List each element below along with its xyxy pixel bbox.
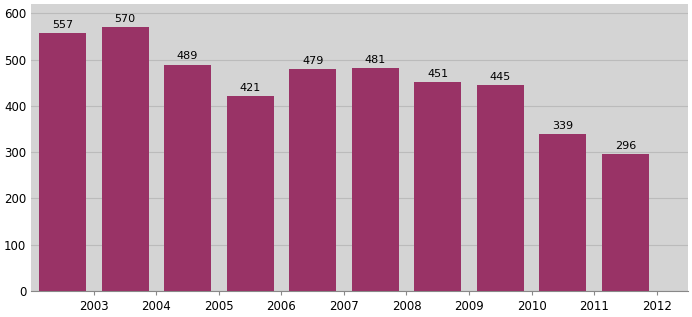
Text: 557: 557 — [52, 20, 73, 30]
Bar — [602, 154, 649, 291]
Bar — [415, 82, 461, 291]
Text: 445: 445 — [490, 72, 511, 82]
Text: 296: 296 — [614, 141, 636, 151]
Text: 451: 451 — [427, 69, 448, 79]
Bar — [227, 96, 273, 291]
Bar — [352, 68, 399, 291]
Bar — [289, 69, 336, 291]
Text: 570: 570 — [114, 14, 136, 24]
Bar — [39, 33, 86, 291]
Text: 339: 339 — [552, 121, 574, 131]
Bar — [102, 27, 149, 291]
Bar — [477, 85, 524, 291]
Text: 421: 421 — [239, 83, 261, 93]
Bar — [539, 134, 586, 291]
Text: 481: 481 — [365, 55, 386, 65]
Text: 489: 489 — [177, 51, 199, 61]
Bar — [164, 65, 211, 291]
Text: 479: 479 — [302, 56, 323, 66]
